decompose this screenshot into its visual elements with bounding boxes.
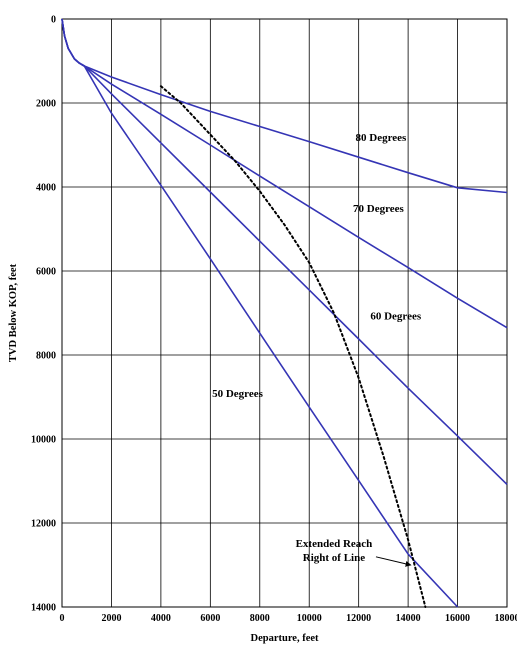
x-tick-label: 14000 [396, 613, 421, 624]
y-tick-label: 8000 [36, 351, 56, 362]
x-tick-label: 2000 [101, 613, 121, 624]
x-tick-label: 6000 [200, 613, 220, 624]
x-tick-label: 0 [60, 613, 65, 624]
x-axis-ticks: 0 2000 4000 6000 8000 10000 12000 14000 16000 180… [60, 613, 517, 624]
x-tick-label: 8000 [250, 613, 270, 624]
x-tick-label: 10000 [297, 613, 322, 624]
y-axis-title: TVD Below KOP, feet [8, 263, 19, 362]
series-label: 50 Degrees [212, 388, 264, 400]
x-tick-label: 18000 [495, 613, 517, 624]
plot-frame [62, 19, 507, 607]
series-line-60-degrees [62, 19, 507, 484]
annotation: Extended Reach Right of Line [296, 538, 411, 565]
annotation-arrow [376, 557, 411, 565]
y-tick-label: 4000 [36, 183, 56, 194]
y-tick-label: 12000 [31, 519, 56, 530]
y-tick-label: 2000 [36, 99, 56, 110]
x-tick-label: 12000 [346, 613, 371, 624]
x-tick-label: 4000 [151, 613, 171, 624]
series-label: 80 Degrees [356, 132, 408, 144]
y-axis-ticks: 0 2000 4000 6000 8000 10000 12000 14000 [31, 15, 56, 614]
series-label: 60 Degrees [370, 310, 422, 322]
x-tick-label: 16000 [445, 613, 470, 624]
y-tick-label: 10000 [31, 435, 56, 446]
x-axis-title: Departure, feet [250, 633, 319, 644]
series-line-70-degrees [62, 19, 507, 328]
y-tick-label: 6000 [36, 267, 56, 278]
annotation-text-line: Extended Reach [296, 538, 373, 550]
series-line-extended-reach-right-of-line [161, 86, 426, 607]
series-group [62, 19, 507, 607]
series-label: 70 Degrees [353, 203, 405, 215]
grid [62, 19, 507, 607]
y-tick-label: 0 [51, 15, 56, 26]
annotation-text-line: Right of Line [303, 552, 365, 564]
y-tick-label: 14000 [31, 603, 56, 614]
series-line-80-degrees [62, 19, 507, 193]
